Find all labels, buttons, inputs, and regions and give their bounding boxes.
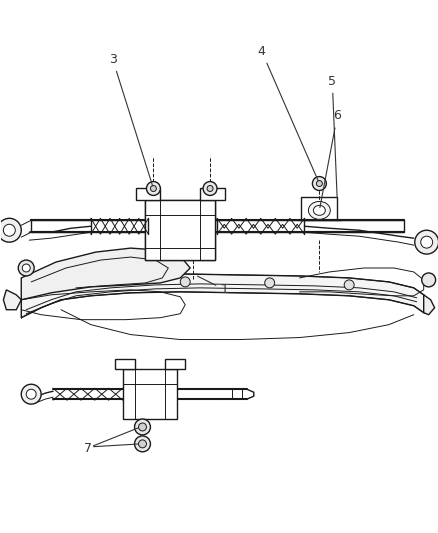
Circle shape: [264, 278, 274, 288]
Bar: [165, 359, 185, 369]
Circle shape: [134, 419, 150, 435]
Circle shape: [138, 423, 146, 431]
Text: 5: 5: [328, 75, 336, 198]
Bar: [200, 189, 224, 200]
Text: 6: 6: [319, 109, 340, 208]
Circle shape: [0, 219, 21, 242]
Polygon shape: [21, 274, 423, 318]
Bar: [135, 189, 160, 200]
Circle shape: [18, 260, 34, 276]
Text: 1: 1: [197, 276, 228, 296]
Circle shape: [343, 280, 353, 290]
Text: 3: 3: [109, 53, 152, 186]
Circle shape: [316, 181, 321, 187]
Circle shape: [146, 182, 160, 196]
Circle shape: [421, 273, 434, 287]
Text: 4: 4: [257, 45, 318, 181]
Circle shape: [420, 236, 432, 248]
Circle shape: [21, 384, 41, 404]
Circle shape: [134, 436, 150, 452]
Polygon shape: [21, 248, 190, 300]
Circle shape: [207, 185, 212, 191]
Polygon shape: [31, 220, 403, 232]
Bar: [114, 359, 134, 369]
Circle shape: [4, 224, 15, 236]
Circle shape: [312, 176, 325, 190]
Polygon shape: [4, 290, 21, 310]
Circle shape: [180, 277, 190, 287]
Polygon shape: [423, 295, 434, 314]
Ellipse shape: [308, 201, 329, 219]
Ellipse shape: [313, 205, 325, 215]
Circle shape: [414, 230, 438, 254]
Bar: [122, 369, 177, 419]
Circle shape: [22, 264, 30, 272]
Polygon shape: [145, 200, 215, 260]
Circle shape: [138, 440, 146, 448]
Bar: [145, 200, 215, 260]
Circle shape: [203, 182, 216, 196]
Circle shape: [26, 389, 36, 399]
Circle shape: [150, 185, 156, 191]
Text: 7: 7: [84, 442, 92, 455]
